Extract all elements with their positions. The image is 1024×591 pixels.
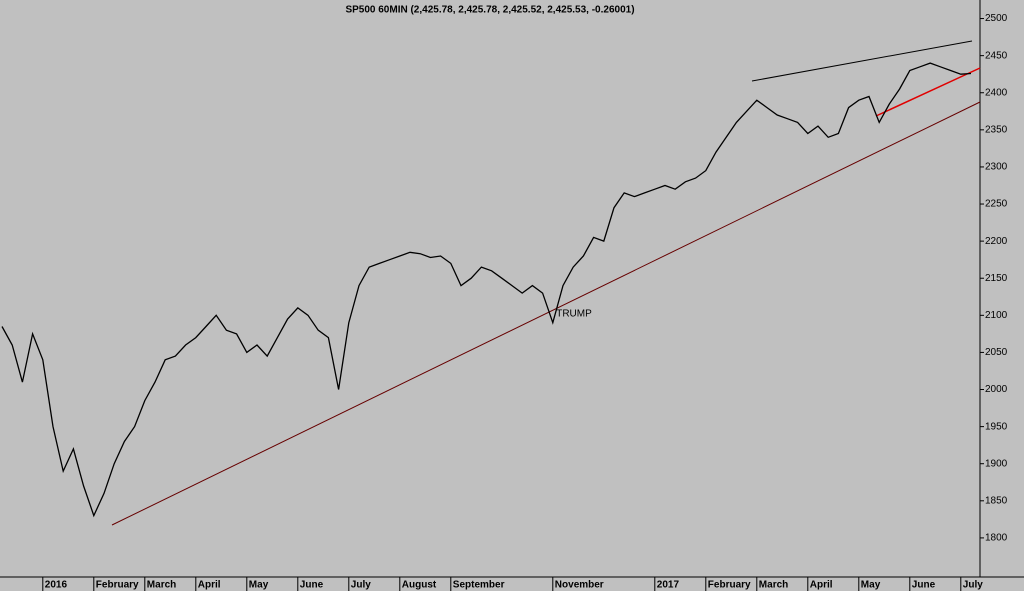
annotation: TRUMP [556, 309, 592, 320]
x-tick-label: 2016 [45, 580, 68, 591]
y-tick-label: 2450 [985, 50, 1008, 61]
trendline [751, 40, 973, 82]
y-tick-label: 2300 [985, 162, 1008, 173]
trendline [111, 101, 981, 526]
price-line [1, 62, 972, 518]
chart-title: SP500 60MIN (2,425.78, 2,425.78, 2,425.5… [345, 5, 634, 16]
y-tick-label: 2350 [985, 124, 1008, 135]
y-tick-label: 1950 [985, 421, 1008, 432]
y-tick-label: 2200 [985, 236, 1008, 247]
x-tick-label: June [300, 580, 324, 591]
trendline [875, 67, 981, 117]
x-tick-label: September [453, 580, 505, 591]
x-tick-label: July [963, 580, 983, 591]
x-tick-label: June [912, 580, 936, 591]
x-tick-label: March [759, 580, 788, 591]
y-tick-label: 2000 [985, 384, 1008, 395]
x-tick-label: May [861, 580, 881, 591]
y-tick-label: 2250 [985, 199, 1008, 210]
x-tick-label: May [249, 580, 269, 591]
y-tick-label: 2050 [985, 347, 1008, 358]
y-tick-label: 2500 [985, 13, 1008, 24]
x-tick-label: April [810, 580, 833, 591]
x-tick-label: March [147, 580, 176, 591]
x-tick-label: 2017 [657, 580, 680, 591]
y-tick-label: 1800 [985, 533, 1008, 544]
x-tick-label: August [402, 580, 437, 591]
x-tick-label: February [708, 580, 751, 591]
x-tick-label: July [351, 580, 371, 591]
y-tick-label: 2150 [985, 273, 1008, 284]
x-tick-label: April [198, 580, 221, 591]
y-tick-label: 1900 [985, 458, 1008, 469]
x-tick-label: February [96, 580, 139, 591]
y-tick-label: 2400 [985, 87, 1008, 98]
y-tick-label: 1850 [985, 495, 1008, 506]
y-tick-label: 2100 [985, 310, 1008, 321]
x-tick-label: November [555, 580, 604, 591]
